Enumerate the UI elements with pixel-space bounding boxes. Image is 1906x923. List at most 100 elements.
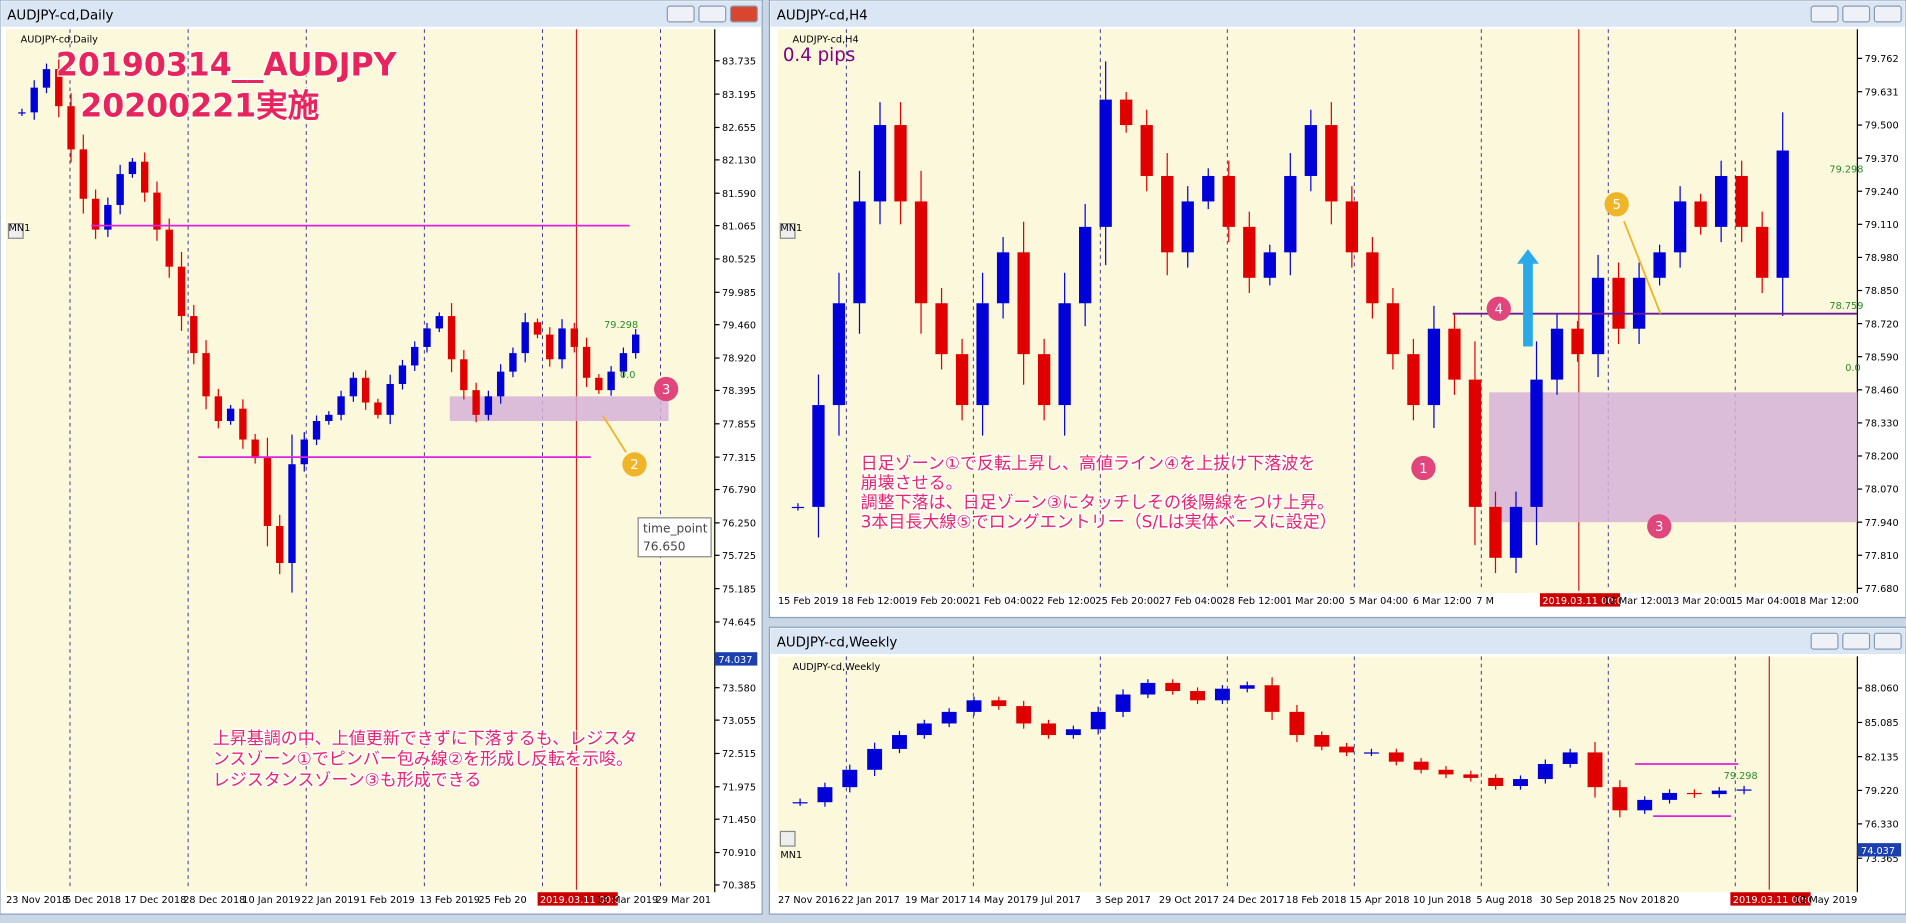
time-label: 3 Sep 2017 — [1095, 895, 1150, 906]
candle — [1325, 125, 1338, 202]
candle — [1438, 769, 1454, 775]
annotation: 日足ゾーン①で反転上昇し、高値ライン④を上抜け下落波を — [861, 454, 1316, 474]
time-label: 15 Apr 2018 — [1349, 895, 1409, 906]
candle — [1756, 226, 1769, 278]
window-button[interactable] — [666, 5, 695, 23]
price-label: 81.065 — [722, 221, 756, 232]
candle — [1513, 779, 1528, 786]
price-label: 73.055 — [722, 716, 756, 727]
time-label: 7 M — [1476, 596, 1494, 607]
candle — [1591, 277, 1605, 355]
price-label: 79.631 — [1865, 87, 1899, 98]
candle — [153, 192, 161, 230]
candle — [1662, 792, 1677, 800]
time-label: 19 Mar 2019 — [597, 895, 659, 906]
candle — [1017, 252, 1030, 355]
time-label: 20 — [1667, 895, 1679, 906]
time-marker-box — [1730, 892, 1811, 906]
window-button[interactable] — [1873, 632, 1902, 650]
price-label: 79.762 — [1865, 54, 1899, 65]
candle — [1366, 252, 1379, 304]
time-label: 25 Feb 20 — [479, 895, 527, 906]
candle — [812, 405, 825, 507]
window-button[interactable] — [1842, 632, 1871, 650]
time-marker-box — [1539, 593, 1621, 607]
badge — [622, 452, 647, 477]
candle — [1284, 175, 1297, 253]
candle — [1016, 706, 1032, 724]
annotation: 上昇基調の中、上値更新できずに下落するも、レジスタ — [213, 729, 638, 749]
candle — [1468, 379, 1482, 507]
time-label: 19 Mar 2017 — [905, 895, 967, 906]
window-button[interactable] — [1873, 5, 1902, 23]
period-button[interactable] — [779, 223, 796, 239]
candle — [1161, 175, 1174, 253]
badge-label: 5 — [1612, 198, 1621, 213]
candle — [91, 198, 100, 230]
time-label: 22 Jan 2019 — [301, 895, 359, 906]
candle — [460, 359, 468, 391]
price-label: 70.910 — [722, 848, 756, 859]
tooltip-text: 76.650 — [643, 540, 685, 554]
price-label: 82.655 — [722, 123, 756, 134]
annotation: 調整下落は、日足ゾーン③にタッチしその後陽線をつけ上昇。 — [861, 493, 1334, 513]
price-label: 85.085 — [1865, 718, 1899, 729]
price-label: 77.940 — [1865, 518, 1899, 529]
badge — [1647, 514, 1672, 539]
bid-box — [1857, 843, 1902, 857]
chart-subtitle: AUDJPY-cd,Daily — [21, 35, 98, 46]
candle — [1413, 761, 1429, 770]
candle — [325, 414, 333, 422]
candle — [966, 700, 982, 712]
window-title: AUDJPY-cd,H4 — [777, 8, 868, 23]
candle — [1530, 379, 1543, 507]
window-button[interactable] — [1810, 632, 1839, 650]
period-button-label: MN1 — [780, 223, 802, 234]
candle — [1537, 763, 1553, 780]
window-button[interactable] — [698, 5, 727, 23]
candle — [1345, 201, 1359, 253]
fib-label: 0.0 — [620, 370, 635, 381]
candle — [873, 125, 887, 202]
candle — [1427, 328, 1441, 406]
candle — [177, 266, 186, 317]
annotation: レジスタンスゾーン③も形成できる — [213, 770, 482, 790]
candle — [1079, 226, 1092, 304]
badge — [1486, 296, 1511, 321]
window-button[interactable] — [1810, 5, 1839, 23]
window-button[interactable] — [729, 5, 758, 23]
time-label: 21 Feb 04:00 — [968, 596, 1032, 607]
time-label: 5 Mar 04:00 — [1349, 596, 1408, 607]
candle — [1509, 506, 1523, 558]
price-label: 79.985 — [722, 288, 756, 299]
candle — [1612, 787, 1628, 811]
candle — [1735, 175, 1748, 227]
candle — [832, 303, 846, 406]
candle — [1562, 752, 1578, 764]
title-bar — [770, 628, 1905, 654]
time-label: 18 Feb 12:00 — [841, 596, 905, 607]
time-label: 15 Mar 04:00 — [1730, 596, 1795, 607]
time-label: 28 Dec 2018 — [183, 895, 245, 906]
period-button[interactable] — [7, 223, 24, 239]
candle — [1037, 354, 1051, 406]
candle — [935, 303, 948, 355]
price-label: 77.680 — [1865, 584, 1899, 595]
price-label: 81.590 — [722, 189, 756, 200]
annotation: 崩壊させる。 — [861, 474, 963, 494]
time-marker: 2019.03.11 00:00 — [1733, 895, 1820, 906]
time-label: 13 Feb 2019 — [419, 895, 479, 906]
candle — [1714, 175, 1728, 227]
candle — [42, 69, 51, 88]
candle — [398, 365, 407, 384]
window-button[interactable] — [1842, 5, 1871, 23]
time-label: 24 Dec 2017 — [1222, 895, 1284, 906]
badge-label: 1 — [1419, 462, 1428, 477]
candle — [1448, 328, 1461, 380]
period-button[interactable] — [779, 830, 796, 847]
candle — [791, 506, 805, 509]
price-label: 71.450 — [722, 815, 756, 826]
resistance-zone — [1489, 392, 1858, 523]
period-button-label: MN1 — [780, 850, 802, 861]
